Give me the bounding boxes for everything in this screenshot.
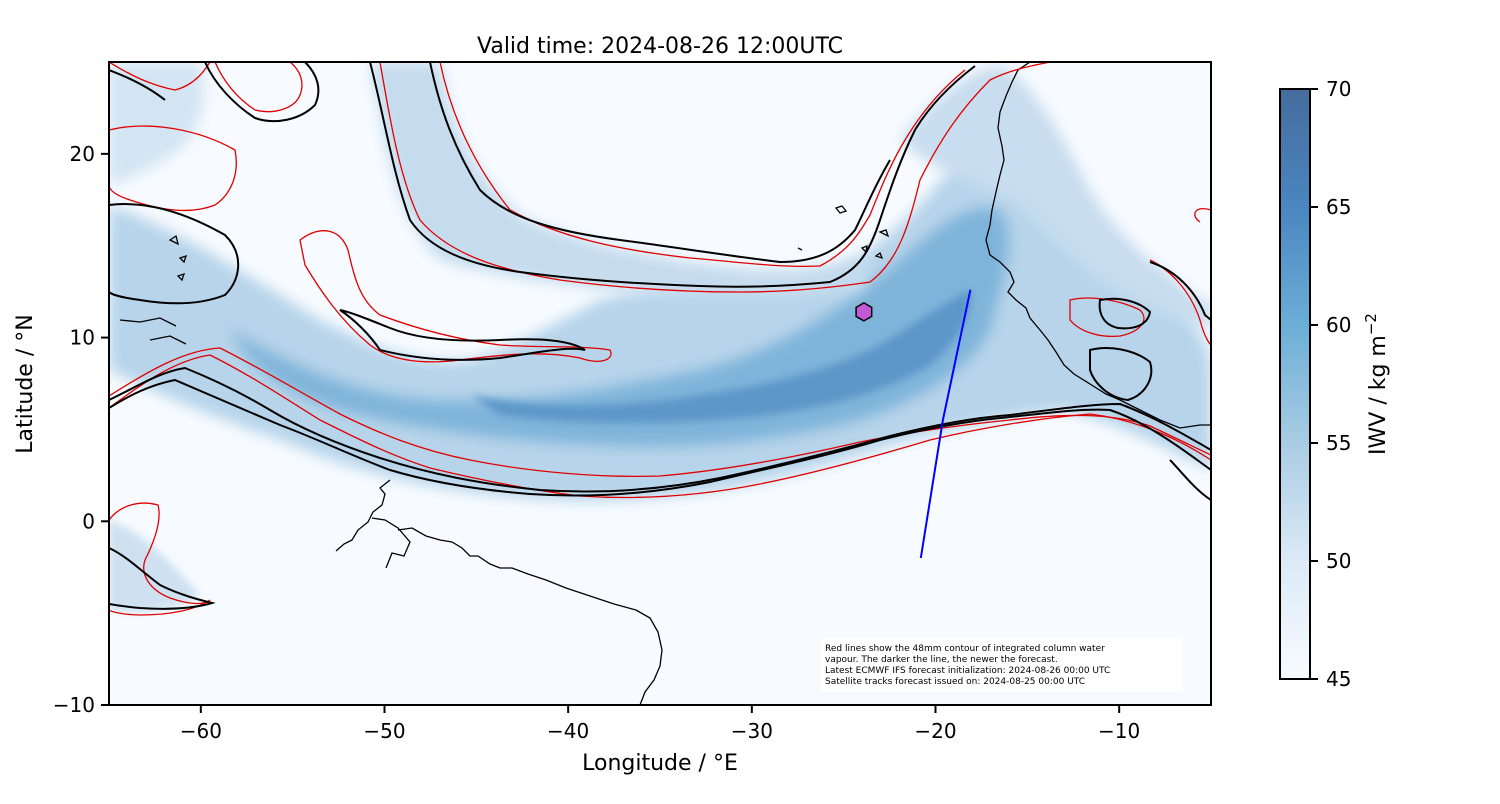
x-axis-ticks: −60 −50 −40 −30 −20 −10 [180,705,1140,743]
x-tick-label: −10 [1098,719,1140,743]
map-area: Red lines show the 48mm contour of integ… [109,62,1211,705]
coastlines [119,62,1211,705]
iwv-band-northwest [370,62,870,296]
contour-black-south-boundary-2 [109,366,1211,493]
colorbar-tick-label: 70 [1326,77,1351,101]
contour-black-west-loop [109,203,240,305]
x-tick-label: −40 [547,719,589,743]
contour-black-east-loop [1089,297,1153,402]
contour-black-northwest-ring [109,62,320,123]
map-frame [108,61,1212,706]
contour-red-south-boundary [109,354,1211,499]
info-note-line-2: vapour. The darker the line, the newer t… [825,655,1058,665]
contour-red-east-edge [1149,208,1211,346]
x-tick-label: −30 [731,719,773,743]
contour-red-southwest-loop [109,502,211,616]
info-note-line-3: Latest ECMWF IFS forecast initialization… [825,666,1110,676]
contour-black-east-edge [1149,261,1211,501]
colorbar-label: IWV / kg m−2 [1362,313,1391,455]
y-tick-label: −10 [53,693,95,717]
x-tick-label: −20 [914,719,956,743]
x-axis-label: Longitude / °E [582,751,738,776]
x-tick-label: −50 [363,719,405,743]
map-title: Valid time: 2024-08-26 12:00UTC [477,34,843,59]
colorbar-tick-label: 60 [1326,313,1351,337]
colorbar-label-text: IWV / kg m [1366,335,1391,455]
coastline-south-america [335,479,663,705]
contour-red-northwest-ring [109,62,303,113]
coastline-africa [985,62,1211,429]
iwv-patch-southwest [109,520,200,612]
colorbar: 45 50 55 60 65 70 IWV / kg m−2 [1279,77,1391,691]
iwv-patch-northeast [900,65,1211,330]
colorbar-gradient [1279,88,1311,680]
contour-black-mid-loop [339,309,586,361]
y-tick-label: 0 [82,509,95,533]
colorbar-ticks: 45 50 55 60 65 70 [1310,77,1351,691]
contour-red-south-boundary-2 [109,347,1211,478]
satellite-track [919,289,972,559]
contour-red-west-loop [109,125,237,212]
colorbar-tick-label: 65 [1326,195,1351,219]
y-axis-label: Latitude / °N [13,314,38,453]
y-tick-label: 10 [70,326,95,350]
colorbar-tick-label: 55 [1326,431,1351,455]
info-note-box [821,638,1183,692]
iwv-band-peak [470,290,971,423]
contours-newer [109,62,1211,610]
hexagon-marker[interactable] [855,302,873,322]
coastline-cape-verde [797,205,890,260]
y-axis-ticks: −10 0 10 20 [53,142,109,717]
colorbar-label-superscript: −2 [1362,313,1380,335]
x-tick-label: −60 [180,719,222,743]
info-note-line-1: Red lines show the 48mm contour of integ… [825,644,1105,654]
colorbar-tick-label: 45 [1326,667,1351,691]
info-note: Red lines show the 48mm contour of integ… [821,638,1183,692]
contour-black-south-boundary [109,378,1211,497]
coastline-caribbean [119,234,188,345]
contour-red-north-band [379,62,1051,293]
contour-red-mid-loop [299,230,612,363]
contour-black-southwest-loop [109,547,216,610]
iwv-field [109,62,1211,612]
contour-black-north-band-inner [429,62,891,264]
contour-black-north-band [369,62,976,288]
iwv-patch-west [109,62,204,185]
colorbar-tick-label: 50 [1326,549,1351,573]
contour-red-north-band-inner [439,62,966,268]
y-tick-label: 20 [70,142,95,166]
info-note-line-4: Satellite tracks forecast issued on: 202… [825,677,1085,687]
